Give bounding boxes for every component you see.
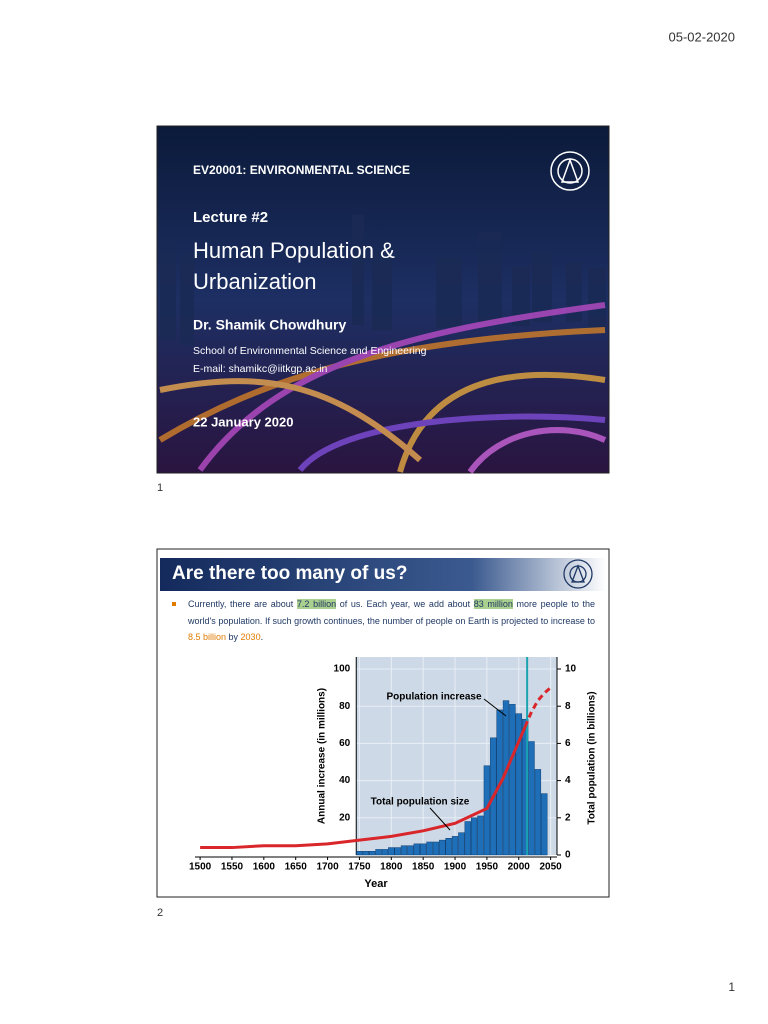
bar bbox=[445, 838, 452, 856]
bullet-segment: 7.2 billion bbox=[296, 599, 337, 609]
bar bbox=[388, 847, 395, 856]
highways bbox=[158, 302, 607, 474]
bullet-segment: 83 million bbox=[473, 599, 513, 609]
slide-number: 2 bbox=[157, 907, 163, 919]
bullet-text: Currently, there are about 7.2 billion o… bbox=[188, 596, 595, 646]
logo bbox=[550, 151, 590, 191]
x-tick-label: 1950 bbox=[476, 862, 499, 873]
y2-tick-label: 4 bbox=[565, 775, 571, 786]
date: 05-02-2020 bbox=[669, 29, 736, 44]
bar bbox=[470, 817, 478, 856]
bullet-segment: by bbox=[226, 632, 241, 642]
y-tick-label: 40 bbox=[339, 775, 351, 786]
bar bbox=[413, 843, 420, 856]
school: School of Environmental Science and Engi… bbox=[193, 345, 427, 357]
title-line: Urbanization bbox=[193, 269, 317, 294]
bar bbox=[407, 845, 414, 856]
bar bbox=[381, 849, 389, 856]
bar bbox=[477, 815, 484, 856]
title-line: Human Population & bbox=[193, 238, 395, 263]
bullet-segment: more people to the world's population. I… bbox=[188, 599, 595, 626]
annotation: Total population size bbox=[371, 797, 470, 808]
y-tick-label: 60 bbox=[339, 738, 351, 749]
page-number: 1 bbox=[728, 980, 735, 994]
course: EV20001: ENVIRONMENTAL SCIENCE bbox=[193, 163, 410, 177]
bar bbox=[509, 704, 516, 856]
y2-tick-label: 10 bbox=[565, 664, 577, 675]
bar bbox=[439, 839, 446, 856]
bar bbox=[368, 851, 376, 856]
x-tick-label: 1800 bbox=[380, 862, 403, 873]
bar bbox=[394, 847, 401, 856]
logo bbox=[563, 559, 593, 589]
x-axis-title: Year bbox=[364, 878, 388, 890]
bar bbox=[515, 713, 522, 856]
y2-tick-label: 0 bbox=[565, 850, 571, 861]
bar bbox=[464, 821, 471, 856]
line bbox=[523, 686, 552, 728]
y2-tick-label: 6 bbox=[565, 738, 571, 749]
bullet-marker bbox=[172, 602, 176, 606]
bar bbox=[528, 741, 535, 856]
bullet-segment: . bbox=[260, 632, 264, 642]
bar bbox=[432, 841, 440, 856]
x-tick-label: 1550 bbox=[221, 862, 244, 873]
bullet-segment: 8.5 billion bbox=[188, 632, 227, 642]
line bbox=[200, 726, 527, 850]
annotation-pointer bbox=[429, 807, 451, 831]
x-tick-label: 2000 bbox=[508, 862, 531, 873]
bar bbox=[534, 769, 542, 856]
bullet-segment: Currently, there are about bbox=[188, 599, 297, 609]
bullet-segment: of us. Each year, we add about bbox=[336, 599, 474, 609]
y-axis-title: Annual increase (in millions) bbox=[317, 688, 328, 824]
x-tick-label: 1750 bbox=[348, 862, 371, 873]
bar bbox=[541, 793, 548, 856]
y2-axis-title: Total population (in billions) bbox=[587, 691, 598, 824]
x-tick-label: 1600 bbox=[253, 862, 276, 873]
y2-tick-label: 8 bbox=[565, 701, 571, 712]
y-tick-label: 80 bbox=[339, 701, 351, 712]
x-tick-label: 1900 bbox=[444, 862, 467, 873]
bar bbox=[458, 832, 465, 856]
x-tick-label: 1500 bbox=[189, 862, 212, 873]
bar bbox=[426, 841, 433, 856]
bar bbox=[451, 836, 459, 856]
annotation-pointer bbox=[483, 698, 507, 717]
slide-1: EV20001: ENVIRONMENTAL SCIENCE Lecture #… bbox=[156, 125, 610, 474]
y2-tick-label: 2 bbox=[565, 812, 571, 823]
slide-date: 22 January 2020 bbox=[193, 414, 293, 429]
x-tick-label: 2050 bbox=[540, 862, 563, 873]
bar bbox=[375, 849, 382, 856]
author: Dr. Shamik Chowdhury bbox=[193, 317, 346, 333]
y-tick-label: 20 bbox=[339, 812, 351, 823]
email: E-mail: shamikc@iitkgp.ac.in bbox=[193, 363, 328, 375]
bar bbox=[362, 851, 369, 856]
x-tick-label: 1650 bbox=[285, 862, 308, 873]
slide-number: 1 bbox=[157, 482, 163, 494]
bullet-segment: 2030 bbox=[240, 632, 261, 642]
y-tick-label: 100 bbox=[334, 664, 351, 675]
x-tick-label: 1850 bbox=[412, 862, 435, 873]
bar bbox=[400, 845, 408, 856]
x-tick-label: 1700 bbox=[316, 862, 339, 873]
lecture: Lecture #2 bbox=[193, 209, 268, 226]
bar bbox=[419, 843, 427, 856]
title-bar bbox=[160, 558, 606, 591]
annotation: Population increase bbox=[386, 692, 481, 703]
bar bbox=[356, 851, 363, 856]
slide-title: Are there too many of us? bbox=[172, 563, 407, 584]
chart: 1500 1550 1600 1650 1700 1750 1800 1850 1900 1950… bbox=[189, 657, 598, 890]
